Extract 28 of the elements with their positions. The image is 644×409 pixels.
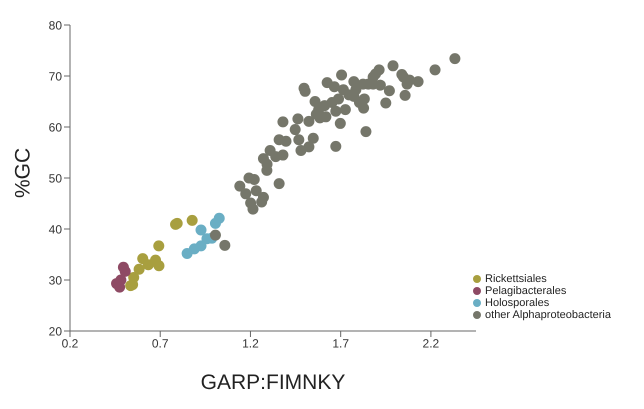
x-tick-label: 1.7 (332, 336, 350, 351)
y-tick-label: 70 (48, 69, 62, 84)
point (153, 240, 164, 252)
point (115, 274, 126, 286)
point (153, 260, 164, 272)
point (134, 264, 145, 275)
x-tick-label: 0.7 (152, 336, 169, 351)
legend-label: other Alphaproteobacteria (485, 309, 611, 321)
y-tick-label: 30 (48, 273, 62, 288)
point (186, 214, 198, 226)
legend-label: Rickettsiales (485, 273, 547, 285)
y-tick-label: 60 (48, 120, 62, 134)
y-tick-label: 20 (48, 324, 62, 338)
y-tick-label: 40 (48, 222, 62, 236)
x-tick-label: 1.2 (242, 336, 260, 351)
y-axis-title: %GC (11, 148, 34, 198)
y-tick-label: 80 (48, 18, 62, 32)
point (196, 224, 207, 236)
point (120, 266, 131, 277)
x-tick-label: 0.2 (62, 336, 79, 351)
x-axis-title: GARP:FIMNKY (200, 371, 346, 394)
point (196, 240, 207, 252)
legend-label: Pelagibacterales (485, 285, 566, 297)
point (214, 212, 225, 224)
point (128, 272, 140, 283)
y-tick-label: 50 (48, 171, 62, 186)
legend-label: Holosporales (485, 297, 550, 309)
x-tick-label: 2.2 (422, 336, 440, 351)
